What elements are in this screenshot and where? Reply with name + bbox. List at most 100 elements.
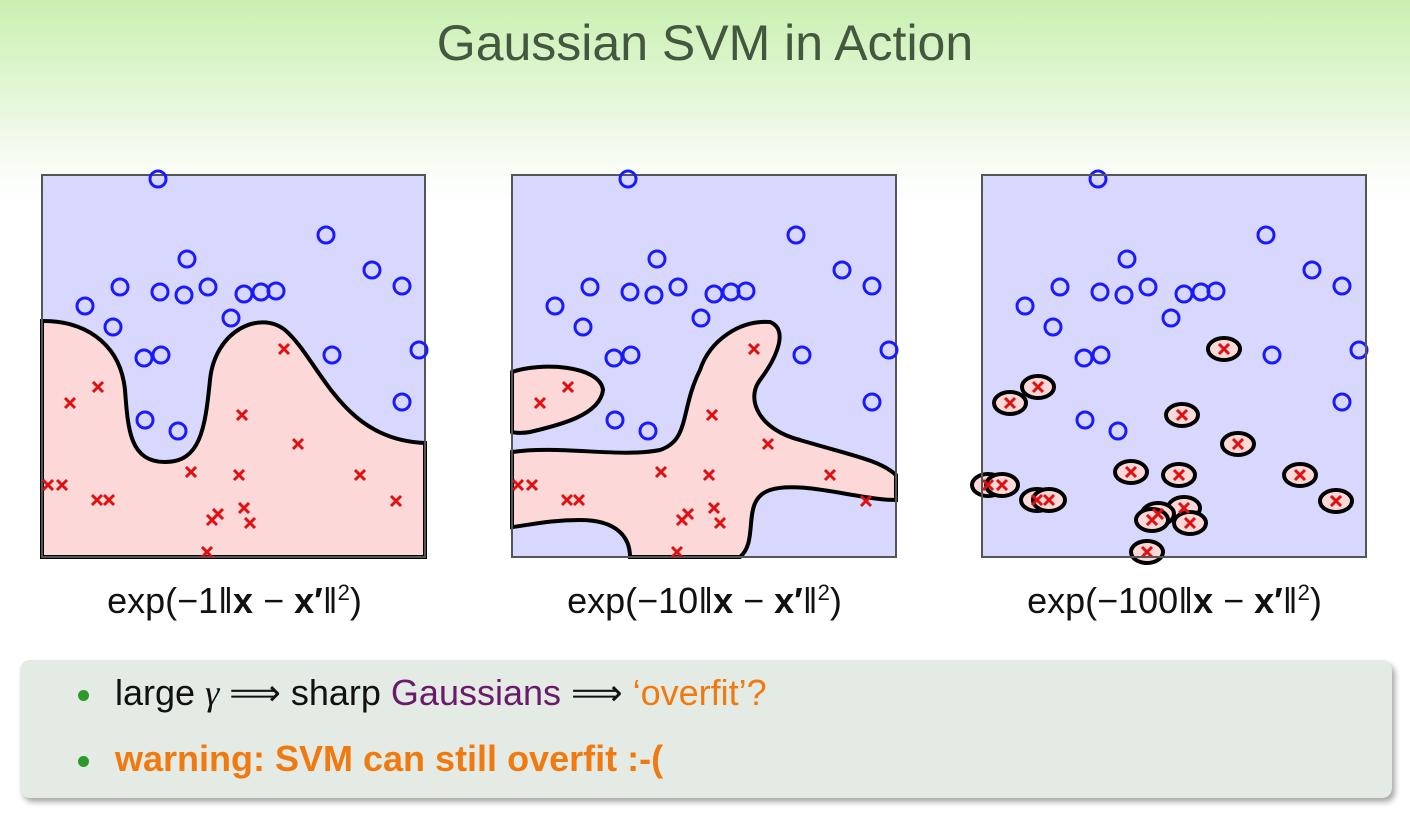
text-part: γ <box>205 673 220 713</box>
text-part: − <box>253 580 295 621</box>
negative-point <box>675 513 689 527</box>
positive-point <box>266 281 286 301</box>
positive-point <box>618 169 638 189</box>
positive-point <box>862 276 882 296</box>
kernel-caption: exp(−10‖x − x′‖2) <box>512 580 897 622</box>
negative-point <box>1031 380 1045 394</box>
positive-point <box>1332 392 1352 412</box>
negative-point <box>237 501 251 515</box>
positive-point <box>1117 249 1137 269</box>
positive-point <box>362 260 382 280</box>
negative-point <box>63 396 77 410</box>
text-part: 2 <box>337 580 350 605</box>
negative-point <box>91 380 105 394</box>
negative-point <box>702 468 716 482</box>
bullet-dot <box>78 755 89 767</box>
negative-point <box>707 501 721 515</box>
negative-point <box>235 408 249 422</box>
positive-point <box>736 281 756 301</box>
positive-point <box>1050 277 1070 297</box>
negative-point <box>572 493 586 507</box>
negative-point <box>232 468 246 482</box>
text-part: x <box>1193 580 1214 621</box>
bullet-dot <box>78 689 89 701</box>
positive-point <box>151 345 171 365</box>
text-part: exp(−100‖ <box>1027 580 1194 621</box>
negative-point <box>102 493 116 507</box>
positive-point <box>174 285 194 305</box>
negative-point <box>1217 342 1231 356</box>
negative-point <box>859 494 873 508</box>
positive-point <box>580 277 600 297</box>
negative-point <box>353 468 367 482</box>
negative-point <box>561 380 575 394</box>
positive-point <box>644 285 664 305</box>
negative-point <box>1140 545 1154 559</box>
positive-point <box>862 392 882 412</box>
positive-point <box>198 277 218 297</box>
panel-border <box>981 174 1367 558</box>
kernel-caption: exp(−100‖x − x′‖2) <box>982 580 1367 622</box>
negative-point <box>1030 493 1044 507</box>
text-part: − <box>1213 580 1255 621</box>
negative-point <box>291 437 305 451</box>
positive-point <box>103 317 123 337</box>
negative-point <box>1293 468 1307 482</box>
positive-point <box>1138 277 1158 297</box>
positive-point <box>148 169 168 189</box>
negative-point <box>41 478 55 492</box>
text-part: ) <box>349 580 362 621</box>
text-part: 2 <box>817 580 830 605</box>
positive-point <box>792 345 812 365</box>
positive-point <box>1015 296 1035 316</box>
negative-point <box>243 516 257 530</box>
text-part: ‖ <box>802 580 818 621</box>
decision-region <box>40 318 427 559</box>
text-part: ‖ <box>322 580 338 621</box>
positive-point <box>879 340 899 360</box>
negative-point <box>823 468 837 482</box>
positive-point <box>1302 260 1322 280</box>
panel-border <box>41 174 426 558</box>
negative-point <box>1177 501 1191 515</box>
negative-point <box>205 513 219 527</box>
text-part: ) <box>829 580 842 621</box>
text-part: large <box>115 672 206 713</box>
negative-point <box>747 342 761 356</box>
positive-point <box>150 282 170 302</box>
text-part: 2 <box>1297 580 1310 605</box>
positive-point <box>1091 345 1111 365</box>
negative-point <box>277 342 291 356</box>
panel <box>510 169 899 559</box>
negative-point <box>713 516 727 530</box>
negative-point <box>981 478 995 492</box>
positive-point <box>1108 421 1128 441</box>
bullet: warning: SVM can still overfit :-( <box>78 738 663 780</box>
negative-point <box>670 545 684 559</box>
kernel-caption: exp(−1‖x − x′‖2) <box>42 580 427 622</box>
text-part: ⟹ <box>561 672 633 713</box>
positive-point <box>573 317 593 337</box>
text-part: − <box>733 580 775 621</box>
negative-point <box>1003 396 1017 410</box>
negative-point <box>761 437 775 451</box>
negative-point <box>560 493 574 507</box>
decision-region <box>510 319 898 559</box>
positive-point <box>177 249 197 269</box>
bullet-box <box>20 660 1392 798</box>
text-part: exp(−10‖ <box>567 580 714 621</box>
positive-point <box>621 345 641 365</box>
negative-point <box>995 478 1009 492</box>
negative-point <box>1042 493 1056 507</box>
text-part: ‖ <box>1282 580 1298 621</box>
positive-point <box>1090 282 1110 302</box>
positive-point <box>316 225 336 245</box>
text-part: ⟹ sharp <box>219 672 391 713</box>
positive-point <box>75 296 95 316</box>
panel-border <box>511 174 897 558</box>
text-part: x <box>713 580 734 621</box>
negative-point <box>389 494 403 508</box>
positive-point <box>647 249 667 269</box>
negative-point <box>1183 516 1197 530</box>
positive-point <box>1043 317 1063 337</box>
